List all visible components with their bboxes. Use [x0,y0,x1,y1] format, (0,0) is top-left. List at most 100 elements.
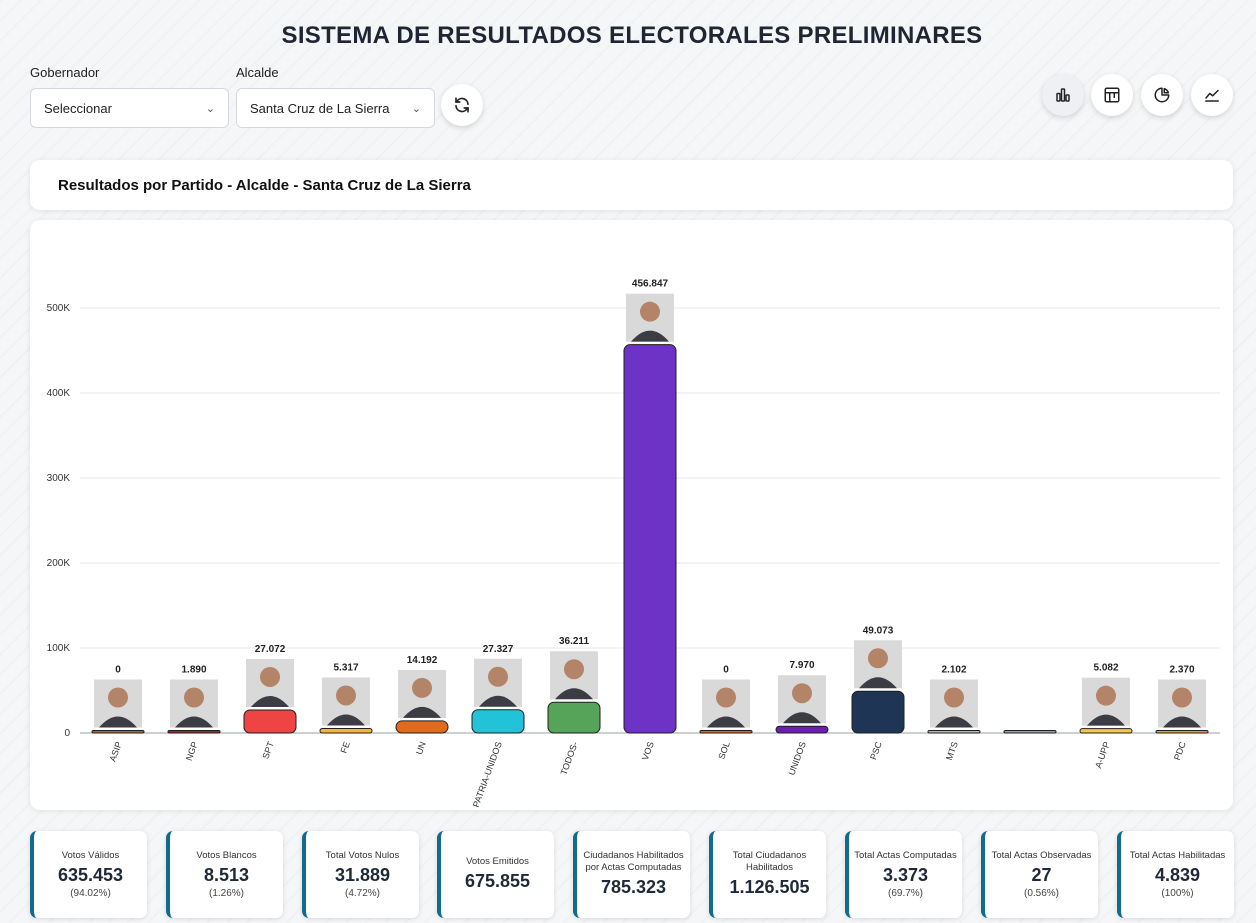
x-tick-label: PDC [1172,740,1188,762]
stat-value: 27 [1031,865,1052,885]
candidate-photo-body [327,714,365,726]
chart-title: Resultados por Partido - Alcalde - Santa… [58,177,471,194]
data-label: 7.970 [789,660,814,671]
grid-chart-icon [1104,87,1120,103]
stat-percent: (0.56%) [1023,888,1059,899]
gobernador-select[interactable]: Seleccionar ⌄ [30,88,229,128]
alcalde-select-value: Santa Cruz de La Sierra [250,100,390,116]
line-chart-view-button[interactable] [1191,74,1233,116]
y-tick-label: 200K [47,558,71,569]
stat-label: Votos Emitidos [466,855,529,867]
candidate-photo-face [1096,685,1116,706]
bar [1079,728,1133,734]
candidate-photo-body [175,716,213,728]
bar [243,709,297,734]
grid-chart-view-button[interactable] [1091,74,1133,116]
candidate-photo-face [868,648,888,669]
x-tick-label: VOS [640,740,656,761]
bar [167,730,221,734]
chart-panel: 0 100K 200K 300K 400K 500K 0 ASIP 1.890 NGP 27.072… [30,220,1233,810]
bar-chart-icon [1056,88,1070,102]
bar [319,727,373,734]
candidate-photo-body [707,716,745,728]
stat-value: 3.373 [882,865,929,885]
data-label: 49.073 [863,625,894,636]
stat-card-actas-observadas: Total Actas Observadas 27 (0.56%) [981,831,1098,918]
stat-label: Total Actas Computadas [854,850,957,861]
x-tick-label: UNIDOS [787,740,808,776]
stat-value: 1.126.505 [729,876,810,897]
stat-label: Votos Blancos [196,850,257,861]
stat-value: 4.839 [1154,865,1201,885]
bar [547,701,601,734]
stat-percent: (94.02%) [70,888,111,899]
stat-value: 31.889 [334,865,391,885]
x-tick-label: A-UPP [1093,740,1112,769]
page-title: SISTEMA DE RESULTADOS ELECTORALES PRELIM… [281,22,983,49]
data-label: 36.211 [559,636,589,647]
stat-label: Ciudadanos Habilitados por Actas Computa… [583,849,684,873]
x-tick-label: TODOS- [559,740,580,776]
stat-label: Total Actas Habilitadas [1129,850,1226,861]
data-label: 2.102 [941,665,966,676]
candidate-photo-body [555,688,593,700]
candidate-photo-face [336,685,356,706]
candidate-photo-face [260,666,280,687]
candidate-photo-body [631,330,669,342]
x-tick-label: PSC [868,740,884,761]
stat-percent: (100%) [1161,888,1194,899]
data-label: 5.082 [1093,663,1118,674]
stat-card-votos-emitidos: Votos Emitidos 675.855 [437,831,554,918]
data-label: 0 [115,665,121,676]
data-label: 27.327 [483,644,514,655]
alcalde-select[interactable]: Santa Cruz de La Sierra ⌄ [236,88,435,128]
stat-value: 8.513 [203,865,250,885]
stat-percent: (69.7%) [887,888,923,899]
stat-label: Total Ciudadanos Habilitados [732,849,807,873]
stat-value: 675.855 [464,870,531,891]
bar [775,725,829,734]
pie-chart-view-button[interactable] [1141,74,1183,116]
stat-value: 785.323 [600,876,667,897]
data-label: 0 [723,665,729,676]
stat-card-ciudadanos-habilitados-actas: Ciudadanos Habilitados por Actas Computa… [573,831,690,918]
candidate-photo-body [1087,714,1125,726]
bar [1003,730,1057,734]
x-tick-label: NGP [184,740,200,762]
candidate-photo-face [488,666,508,687]
chart-title-card: Resultados por Partido - Alcalde - Santa… [30,160,1233,210]
bar-chart-view-button[interactable] [1042,74,1084,116]
refresh-button[interactable] [441,84,483,126]
data-label: 14.192 [407,655,438,666]
data-label: 456.847 [632,279,669,290]
candidate-photo-face [640,301,660,322]
candidate-photo-face [792,683,812,704]
y-tick-label: 100K [47,643,71,654]
stat-label: Votos Válidos [61,850,120,861]
candidate-photo-body [1163,716,1201,728]
candidate-photo-body [251,695,289,707]
chevron-down-icon: ⌄ [411,102,421,115]
stat-label: Total Votos Nulos [325,850,400,861]
candidate-photo-face [944,687,964,708]
x-tick-label: SOL [716,740,732,760]
stat-card-actas-habilitadas: Total Actas Habilitadas 4.839 (100%) [1117,831,1234,918]
y-tick-label: 300K [47,473,71,484]
data-label: 27.072 [255,644,286,655]
bar [395,720,449,734]
stat-card-votos-validos: Votos Válidos 635.453 (94.02%) [30,831,147,918]
data-label: 2.370 [1169,665,1194,676]
bar [471,709,525,734]
candidate-photo-body [479,695,517,707]
bar [927,730,981,734]
candidate-photo-body [403,706,441,718]
stat-label: Total Actas Observadas [991,850,1092,861]
pie-chart-icon [1154,87,1170,103]
candidate-photo-face [412,677,432,698]
stat-card-votos-blancos: Votos Blancos 8.513 (1.26%) [166,831,283,918]
bar [851,690,905,734]
candidate-photo-face [564,659,584,680]
candidate-photo-face [108,687,128,708]
stat-value: 635.453 [57,865,124,885]
gobernador-select-value: Seleccionar [44,100,112,116]
